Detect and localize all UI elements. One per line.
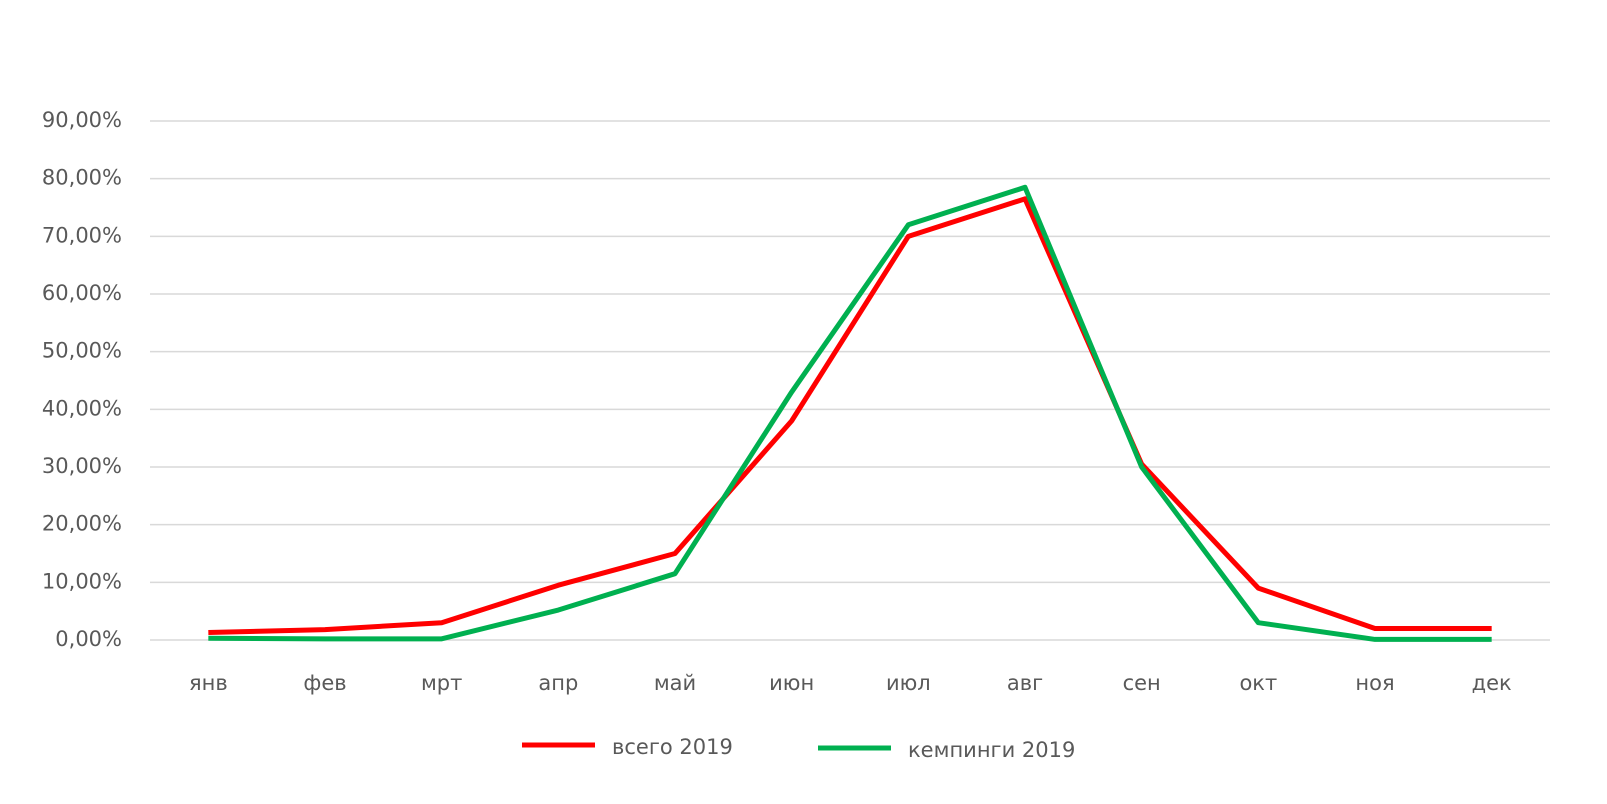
y-tick-label: 20,00% [42, 512, 122, 536]
x-tick-label: мрт [421, 671, 462, 695]
x-tick-label: июл [886, 671, 931, 695]
y-tick-label: 90,00% [42, 108, 122, 132]
legend-label: всего 2019 [612, 735, 733, 759]
x-tick-label: июн [769, 671, 814, 695]
series-line [208, 184, 1492, 642]
legend-label: кемпинги 2019 [908, 738, 1075, 762]
series-line [208, 196, 1492, 636]
y-tick-label: 70,00% [42, 223, 122, 247]
x-tick-label: ноя [1355, 671, 1394, 695]
y-tick-label: 30,00% [42, 454, 122, 478]
x-tick-label: авг [1007, 671, 1043, 695]
x-tick-label: май [654, 671, 696, 695]
y-tick-label: 50,00% [42, 339, 122, 363]
x-tick-label: окт [1239, 671, 1277, 695]
x-tick-label: янв [189, 671, 228, 695]
x-tick-label: апр [538, 671, 578, 695]
x-tick-label: фев [303, 671, 346, 695]
x-tick-label: сен [1123, 671, 1161, 695]
y-tick-label: 0,00% [55, 627, 122, 651]
x-tick-label: дек [1472, 671, 1512, 695]
y-tick-label: 60,00% [42, 281, 122, 305]
y-tick-label: 40,00% [42, 396, 122, 420]
y-tick-label: 10,00% [42, 569, 122, 593]
y-tick-label: 80,00% [42, 166, 122, 190]
